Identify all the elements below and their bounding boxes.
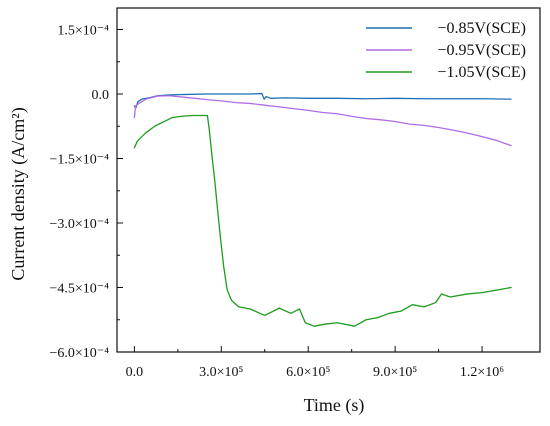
x-tick-label: 6.0×10⁵ — [286, 365, 330, 380]
legend-label-2: −1.05V(SCE) — [437, 64, 526, 81]
x-tick-label: 0.0 — [126, 365, 144, 380]
y-tick-label: −1.5×10⁻⁴ — [49, 153, 109, 168]
y-tick-label: 1.5×10⁻⁴ — [57, 24, 109, 39]
y-tick-label: 0.0 — [92, 88, 110, 103]
series-line-2 — [133, 114, 512, 327]
plot-frame — [116, 7, 541, 353]
plot-border — [116, 7, 541, 353]
x-tick-label: 3.0×10⁵ — [199, 365, 243, 380]
x-tick-label: 1.2×10⁶ — [460, 365, 504, 380]
series-line-1 — [133, 95, 512, 147]
x-axis-label: Time (s) — [304, 395, 365, 416]
y-tick-label: −6.0×10⁻⁴ — [49, 346, 109, 361]
y-tick-label: −4.5×10⁻⁴ — [49, 282, 109, 297]
series-line-0 — [133, 92, 512, 109]
legend-label-0: −0.85V(SCE) — [437, 20, 526, 37]
axis-ticks: 0.0 3.0×10⁵ 6.0×10⁵ 9.0×10⁵ 1.2×10⁶ 1.5×10⁻⁴ 0… — [49, 24, 504, 381]
series-layer — [133, 92, 512, 327]
legend: −0.85V(SCE) −0.95V(SCE) −1.05V(SCE) — [366, 20, 526, 81]
y-axis-label: Current density (A/cm²) — [8, 107, 29, 280]
x-tick-label: 9.0×10⁵ — [373, 365, 417, 380]
legend-label-1: −0.95V(SCE) — [437, 42, 526, 59]
y-tick-label: −3.0×10⁻⁴ — [49, 217, 109, 232]
